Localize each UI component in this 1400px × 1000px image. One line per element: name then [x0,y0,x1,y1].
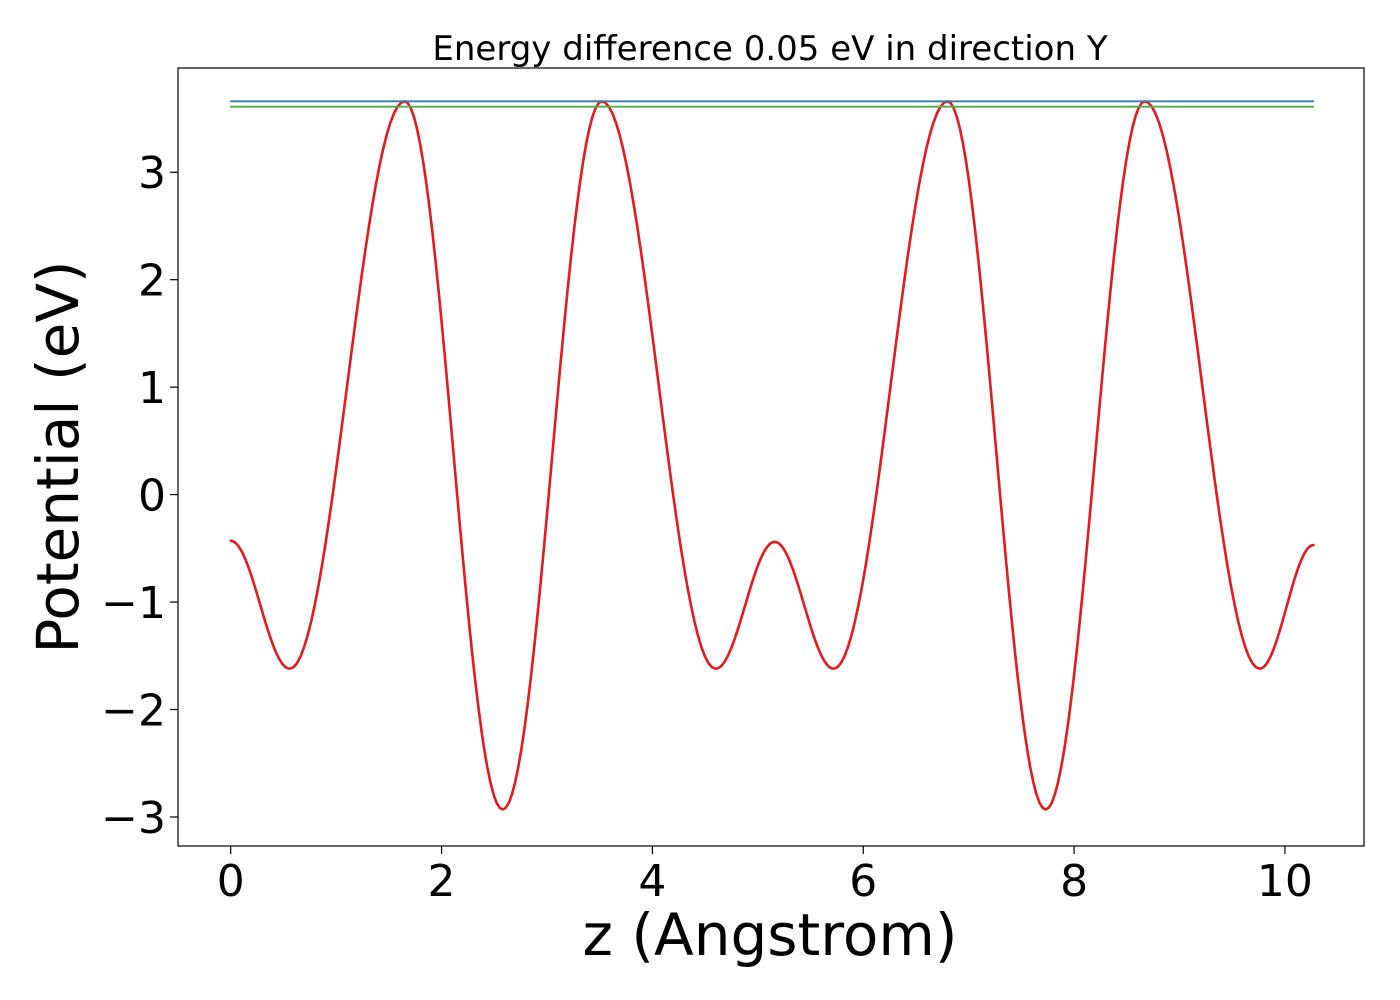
y-tick-label: −1 [101,578,166,629]
series-layer [229,100,1315,811]
x-tick-label: 2 [428,856,456,907]
y-tick-label: −2 [101,686,166,737]
x-tick-label: 8 [1060,856,1088,907]
chart-title: Energy difference 0.05 eV in direction Y [432,29,1107,69]
y-tick-label: 1 [138,363,166,414]
x-axis-ticks: 0 2 4 6 8 10 [217,846,1313,907]
x-tick-label: 4 [638,856,666,907]
y-axis-label: Potential (eV) [24,260,92,653]
x-axis-label: z (Angstrom) [583,901,958,969]
y-tick-label: 0 [138,471,166,522]
plot-frame [177,67,1365,847]
y-axis-ticks: 3 2 1 0 −1 −2 −3 [101,148,178,844]
y-tick-label: 3 [138,148,166,199]
y-tick-label: 2 [138,256,166,307]
x-tick-label: 10 [1257,856,1313,907]
x-tick-label: 0 [217,856,245,907]
y-tick-label: −3 [101,793,166,844]
x-tick-label: 6 [849,856,877,907]
